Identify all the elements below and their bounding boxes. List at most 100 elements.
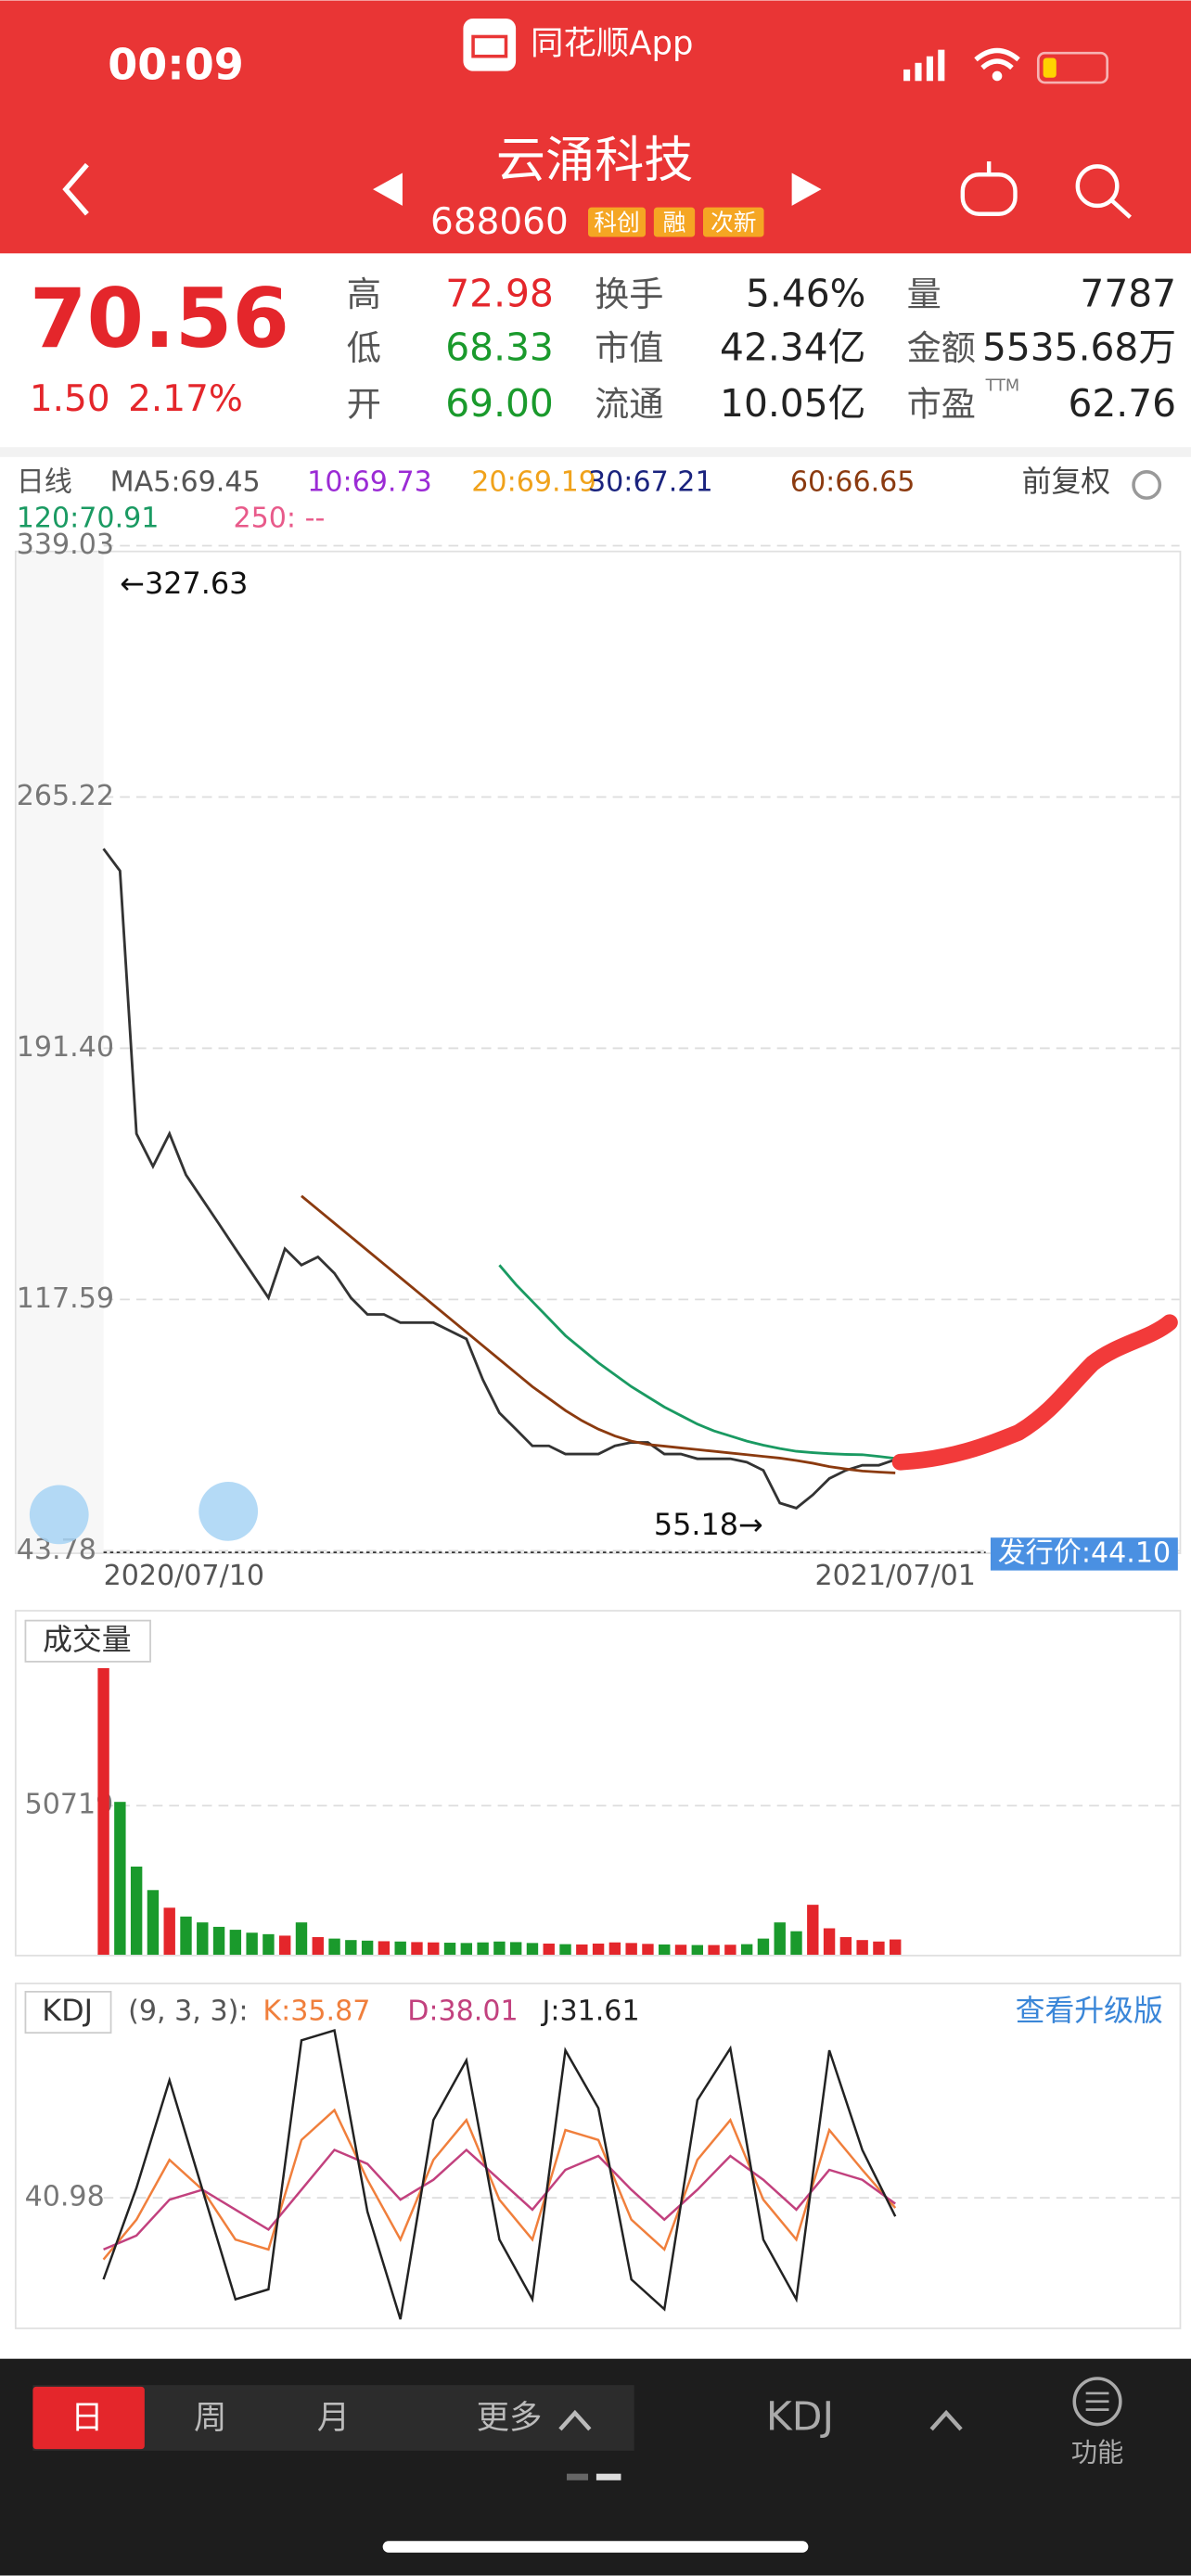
app-name: 同花顺App xyxy=(531,24,693,62)
more-arrow xyxy=(558,2409,592,2431)
volume-bar xyxy=(229,1930,242,1956)
series-line xyxy=(102,848,896,1510)
stat-label: 量 xyxy=(907,274,941,314)
price: 70.56 xyxy=(30,271,289,366)
next-stock[interactable] xyxy=(791,172,822,206)
settings-icon[interactable] xyxy=(1132,470,1162,500)
volume-bar xyxy=(312,1937,324,1956)
prev-stock[interactable] xyxy=(373,172,403,206)
low-label: 55.18→ xyxy=(654,1507,763,1542)
stats: 高 72.98 换手 5.46% 量 7787 低 68.33 市值 42.34亿 金额 5535.6… xyxy=(347,271,1176,426)
volume-bar xyxy=(674,1945,687,1956)
issue-bg xyxy=(990,1537,1178,1571)
tag-bg xyxy=(653,207,696,237)
series-line xyxy=(301,1194,896,1474)
search-icon[interactable] xyxy=(1075,164,1120,209)
volume-bar xyxy=(608,1942,621,1956)
volume-frame xyxy=(14,1610,1182,1957)
battery-level xyxy=(1043,57,1057,78)
ma-item: 60:66.65 xyxy=(790,466,916,499)
volume-bar xyxy=(163,1907,175,1956)
status-time: 00:09 xyxy=(108,40,244,90)
tab[interactable]: 更多 xyxy=(477,2399,543,2437)
high-label: ←327.63 xyxy=(120,566,248,601)
stat-value: 5.46% xyxy=(746,271,865,315)
price-frame xyxy=(14,550,1182,1554)
expand[interactable] xyxy=(198,1481,259,1541)
stat-label: 市值 xyxy=(595,327,663,368)
indicator[interactable]: KDJ xyxy=(766,2395,834,2441)
volume-bar xyxy=(873,1941,885,1956)
y-tick-label: 40.98 xyxy=(25,2181,105,2213)
ma-item: MA5:69.45 xyxy=(110,466,261,499)
volume-bar xyxy=(180,1916,192,1956)
app-icon xyxy=(463,18,517,71)
stat-label: 流通 xyxy=(595,383,663,424)
volume-bar xyxy=(246,1932,258,1956)
kdj-frame xyxy=(14,1983,1182,2329)
stat-label: 换手 xyxy=(595,274,663,314)
ma-item: 250: -- xyxy=(233,503,325,535)
volume-chart: 50719 xyxy=(25,1667,1180,1956)
stat-value: 10.05亿 xyxy=(720,381,865,426)
issue-label: 发行价:44.10 xyxy=(998,1537,1172,1569)
volume-bar xyxy=(263,1933,275,1956)
stock-code: 688060 xyxy=(430,201,569,243)
wifi-dot xyxy=(992,70,1003,82)
ma-item: 120:70.91 xyxy=(17,503,160,535)
volume-bar xyxy=(576,1944,588,1956)
tabs: 日 周 月 更多 xyxy=(32,2386,592,2450)
volume-bar xyxy=(477,1942,489,1956)
x-tick-label: 2020/07/10 xyxy=(104,1560,264,1592)
tag: 科创 xyxy=(594,209,640,236)
stat-value: 7787 xyxy=(1080,271,1176,315)
volume-bar xyxy=(279,1935,291,1956)
volume-bar xyxy=(807,1905,819,1956)
tab[interactable]: 月 xyxy=(317,2399,350,2437)
volume-bar xyxy=(757,1938,770,1956)
series-line xyxy=(498,1264,896,1460)
stock-name: 云涌科技 xyxy=(496,131,694,188)
volume-bar xyxy=(642,1944,654,1956)
function-icon[interactable] xyxy=(1072,2377,1122,2427)
scroll-left[interactable] xyxy=(29,1485,89,1545)
stat-label: 高 xyxy=(347,274,381,314)
tab[interactable]: 周 xyxy=(194,2399,226,2437)
volume-bar xyxy=(114,1802,126,1956)
volume-bar xyxy=(130,1866,143,1956)
tab-active xyxy=(32,2386,145,2450)
kdj-title: KDJ xyxy=(42,1993,93,2028)
volume-title: 成交量 xyxy=(43,1622,132,1657)
y-tick-label: 265.22 xyxy=(17,780,114,812)
volume-bar xyxy=(823,1928,836,1956)
function-label[interactable]: 功能 xyxy=(1071,2437,1124,2468)
stat-value: 42.34亿 xyxy=(720,325,865,370)
change: 1.50 xyxy=(30,378,110,420)
volume-bar xyxy=(856,1940,868,1956)
tag: 次新 xyxy=(711,209,757,236)
stat-value: 62.76 xyxy=(1068,381,1176,426)
volume-bar xyxy=(394,1941,406,1956)
indicator-arrow[interactable] xyxy=(929,2409,963,2431)
volume-bar xyxy=(659,1944,671,1956)
adjust[interactable]: 前复权 xyxy=(1022,464,1111,499)
back-button[interactable] xyxy=(62,162,89,216)
volume-bar xyxy=(197,1922,209,1956)
ma-item: 10:69.73 xyxy=(307,466,432,499)
tags: 科创融次新 xyxy=(588,207,764,237)
volume-bar xyxy=(592,1943,605,1956)
volume-bar xyxy=(428,1942,440,1956)
volume-bar xyxy=(740,1944,753,1956)
stat-label: 市盈 xyxy=(907,383,976,424)
volume-bar xyxy=(526,1943,539,1956)
axis-strip xyxy=(16,552,104,1553)
upgrade-link[interactable]: 查看升级版 xyxy=(1016,1993,1163,2028)
tab[interactable]: 日 xyxy=(70,2399,103,2437)
y-tick-label: 339.03 xyxy=(17,529,114,561)
volume-bar xyxy=(708,1945,720,1956)
legend-entry: K:35.87 xyxy=(263,1996,370,2028)
y-tick-label: 191.40 xyxy=(17,1031,114,1064)
